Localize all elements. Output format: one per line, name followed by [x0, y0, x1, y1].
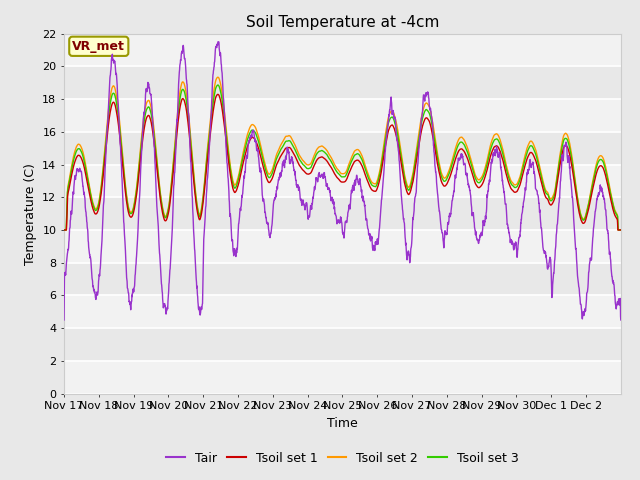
Bar	[64, 197, 621, 230]
Text: VR_met: VR_met	[72, 40, 125, 53]
Bar	[64, 66, 621, 99]
Y-axis label: Temperature (C): Temperature (C)	[24, 163, 36, 264]
Bar	[64, 295, 621, 328]
Bar	[64, 34, 621, 66]
Legend: Tair, Tsoil set 1, Tsoil set 2, Tsoil set 3: Tair, Tsoil set 1, Tsoil set 2, Tsoil se…	[161, 447, 524, 469]
X-axis label: Time: Time	[327, 417, 358, 430]
Bar	[64, 165, 621, 197]
Bar	[64, 263, 621, 295]
Title: Soil Temperature at -4cm: Soil Temperature at -4cm	[246, 15, 439, 30]
Bar	[64, 132, 621, 165]
Bar	[64, 361, 621, 394]
Bar	[64, 230, 621, 263]
Bar	[64, 99, 621, 132]
Bar	[64, 328, 621, 361]
